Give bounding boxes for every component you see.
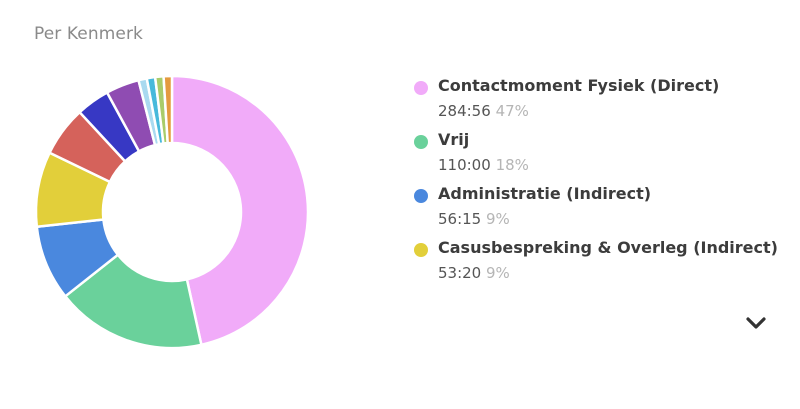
legend-time: 110:00 bbox=[438, 156, 491, 174]
legend-label: Administratie (Indirect) bbox=[438, 184, 652, 203]
legend-item[interactable]: Contactmoment Fysiek (Direct) 284:56 47% bbox=[414, 76, 794, 130]
legend-label: Contactmoment Fysiek (Direct) bbox=[438, 76, 720, 95]
widget-title: Per Kenmerk bbox=[34, 24, 143, 44]
legend-time: 56:15 bbox=[438, 210, 482, 228]
chevron-down-icon[interactable] bbox=[744, 314, 768, 332]
legend-value: 56:15 9% bbox=[438, 210, 510, 228]
donut-slice-0[interactable] bbox=[170, 74, 310, 347]
legend-percent: 47% bbox=[495, 102, 529, 120]
legend-value: 284:56 47% bbox=[438, 102, 529, 120]
legend-color-dot bbox=[414, 243, 428, 257]
legend-color-dot bbox=[414, 135, 428, 149]
legend-item[interactable]: Vrij 110:00 18% bbox=[414, 130, 794, 184]
legend-percent: 18% bbox=[495, 156, 529, 174]
legend-time: 53:20 bbox=[438, 264, 482, 282]
donut-slices bbox=[34, 74, 310, 350]
legend-item[interactable]: Administratie (Indirect) 56:15 9% bbox=[414, 184, 794, 238]
legend-percent: 9% bbox=[486, 264, 510, 282]
legend: Contactmoment Fysiek (Direct) 284:56 47% V… bbox=[414, 76, 794, 292]
legend-percent: 9% bbox=[486, 210, 510, 228]
legend-label: Vrij bbox=[438, 130, 470, 149]
legend-value: 110:00 18% bbox=[438, 156, 529, 174]
legend-time: 284:56 bbox=[438, 102, 491, 120]
legend-value: 53:20 9% bbox=[438, 264, 510, 282]
legend-color-dot bbox=[414, 81, 428, 95]
legend-item[interactable]: Casusbespreking & Overleg (Indirect) 53:2… bbox=[414, 238, 794, 292]
donut-slice-10[interactable] bbox=[162, 74, 174, 145]
legend-label: Casusbespreking & Overleg (Indirect) bbox=[438, 238, 778, 257]
legend-color-dot bbox=[414, 189, 428, 203]
